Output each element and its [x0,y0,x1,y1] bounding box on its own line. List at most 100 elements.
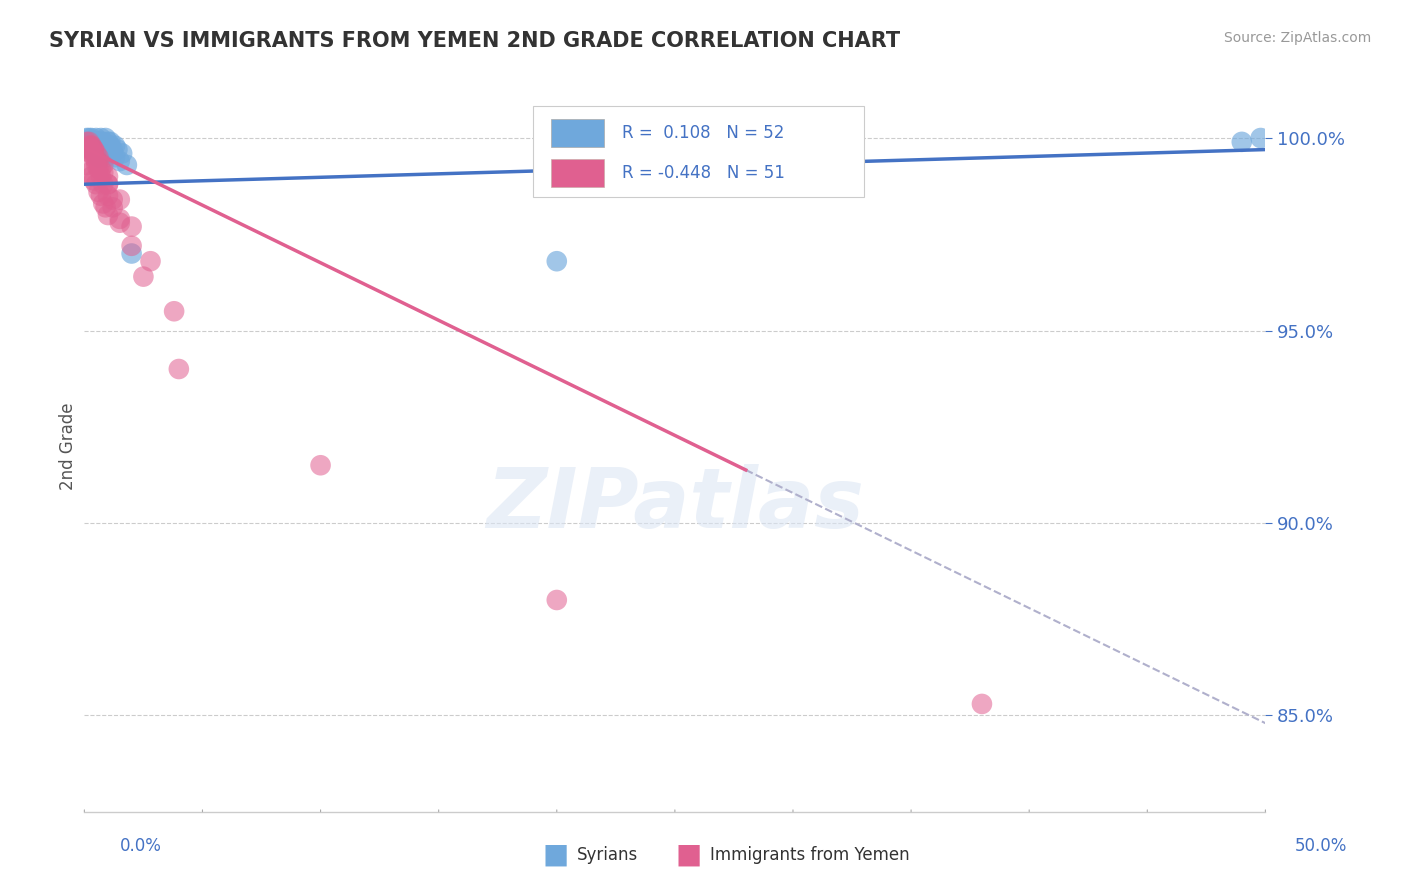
Point [101,143,124,157]
Point [97,135,120,149]
Point [167,362,190,376]
Point [108,193,131,207]
Point [121,246,143,260]
Point [87,138,110,153]
Point [91,135,114,149]
Point [83,143,105,157]
Point [97,178,120,192]
Point [121,219,143,234]
Point [91,143,114,157]
Point [94,143,117,157]
Point [121,239,143,253]
Point [132,269,155,284]
Point [101,146,124,161]
Point [90,131,112,145]
Point [94,131,117,145]
Y-axis label: 2nd Grade: 2nd Grade [59,402,77,490]
Point [80,143,103,157]
Point [80,169,103,184]
Point [84,143,107,157]
Point [107,143,129,157]
Point [90,143,112,157]
Point [97,208,120,222]
Point [98,146,121,161]
Point [1230,135,1253,149]
Point [83,173,105,187]
Point [80,138,103,153]
Point [1250,131,1272,145]
Point [94,146,117,161]
Point [104,138,127,153]
Point [83,150,105,164]
Point [87,143,110,157]
Point [97,143,120,157]
Text: ■: ■ [543,840,568,869]
Point [80,138,103,153]
Point [97,188,120,202]
Point [83,143,105,157]
Point [80,131,103,145]
Point [98,135,121,149]
Point [94,150,117,164]
Point [77,131,100,145]
Point [84,131,107,145]
Point [91,196,114,211]
Point [91,138,114,153]
Text: Syrians: Syrians [576,846,638,863]
Point [97,138,120,153]
Point [94,143,117,157]
Point [91,158,114,172]
Point [84,146,107,161]
Text: 0.0%: 0.0% [120,837,162,855]
Point [91,178,114,192]
Point [91,166,114,180]
Point [80,146,103,161]
Text: SYRIAN VS IMMIGRANTS FROM YEMEN 2ND GRADE CORRELATION CHART: SYRIAN VS IMMIGRANTS FROM YEMEN 2ND GRAD… [49,31,900,51]
Point [84,146,107,161]
Point [77,138,100,153]
Point [87,150,110,164]
Point [84,158,107,172]
Point [76,135,98,149]
Point [84,135,107,149]
Point [87,154,110,169]
Point [546,593,568,607]
Bar [551,119,605,147]
Point [83,135,105,149]
Point [163,304,186,318]
Point [87,150,110,164]
Point [83,143,105,157]
Point [77,166,100,180]
FancyBboxPatch shape [533,106,863,197]
Point [115,158,138,172]
Point [80,135,103,149]
Point [76,131,98,145]
Point [970,697,993,711]
Point [77,143,100,157]
Point [139,254,162,268]
Point [546,254,568,268]
Point [77,138,100,153]
Point [90,161,112,176]
Point [97,169,120,184]
Point [83,146,105,161]
Point [87,185,110,199]
Point [309,458,332,473]
Point [108,211,131,226]
Point [108,154,131,169]
Point [87,138,110,153]
Point [87,161,110,176]
Text: ZIPatlas: ZIPatlas [486,464,863,545]
Point [87,135,110,149]
Point [94,200,117,214]
Text: R = -0.448   N = 51: R = -0.448 N = 51 [621,164,785,182]
Point [84,146,107,161]
Text: 50.0%: 50.0% [1295,837,1347,855]
Point [97,178,120,192]
Point [98,138,121,153]
Bar [551,160,605,187]
Point [111,146,134,161]
Point [77,135,100,149]
Text: R =  0.108   N = 52: R = 0.108 N = 52 [621,124,785,142]
Point [101,193,124,207]
